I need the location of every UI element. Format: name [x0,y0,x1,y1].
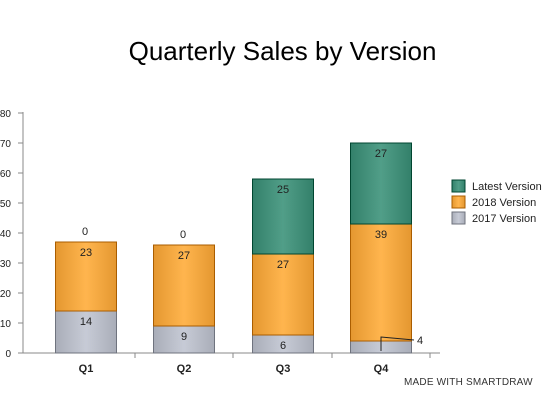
y-tick-label: 0 [5,349,11,360]
data-label: 4 [417,335,423,347]
legend-swatch [451,179,466,193]
y-tick-label: 60 [0,169,11,180]
data-label: 23 [80,247,92,259]
legend-label: Latest Version [472,181,542,193]
data-label: 9 [181,331,187,343]
bar-segment-latest-version-q3 [252,178,314,255]
legend-label: 2018 Version [472,197,536,209]
legend-swatch [451,211,466,225]
data-label: 39 [375,229,387,241]
data-label: 25 [277,184,289,196]
bar-segment-2018-version-q3 [252,253,314,336]
legend-swatch [451,195,466,209]
y-tick-label: 40 [0,229,11,240]
bar-segment-2018-version-q1 [55,241,117,312]
bar-segment-2018-version-q4 [350,223,412,342]
chart-title: Quarterly Sales by Version [128,36,437,66]
data-label: 0 [82,226,88,238]
data-label: 27 [375,148,387,160]
data-label: 27 [178,250,190,262]
bars [55,142,412,354]
legend: Latest Version 2018 Version 2017 Version [451,179,542,225]
footer-watermark: MADE WITH SMARTDRAW [404,377,533,388]
bar-segment-latest-version-q4 [350,142,412,225]
data-label: 14 [80,316,92,328]
bar-segment-2017-version-q2 [153,325,215,354]
y-tick-label: 70 [0,139,11,150]
y-tick-label: 30 [0,259,11,270]
y-tick-label: 80 [0,109,11,120]
x-tick-label: Q2 [177,363,192,375]
data-label-leader [380,336,415,351]
bar-segment-2018-version-q2 [153,244,215,327]
x-tick-label: Q1 [79,363,94,375]
y-tick-label: 10 [0,319,11,330]
x-tick-label: Q4 [374,363,390,375]
bar-segment-2017-version-q1 [55,310,117,354]
data-labels: 14 23 0 9 27 0 6 27 25 4 39 27 [80,148,423,352]
y-tick-label: 50 [0,199,11,210]
legend-label: 2017 Version [472,213,536,225]
x-tick-label: Q3 [276,363,291,375]
data-label: 27 [277,259,289,271]
data-label: 0 [180,229,186,241]
y-tick-label: 20 [0,289,11,300]
data-label: 6 [280,340,286,352]
